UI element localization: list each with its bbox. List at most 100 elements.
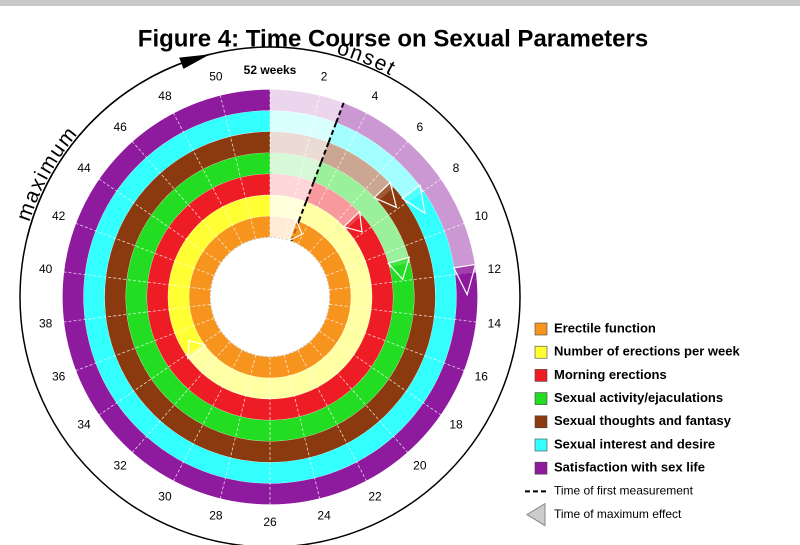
tick-label: 26: [263, 515, 277, 529]
maximum-arrow-arc: [26, 53, 211, 238]
ring-onset-phase: [313, 161, 411, 268]
legend-label: Sexual activity/ejaculations: [554, 390, 723, 405]
tick-label: 52 weeks: [244, 63, 297, 77]
maximum-label: maximum: [12, 121, 83, 224]
tick-line: [277, 95, 321, 264]
tick-label: 20: [413, 458, 427, 472]
tick-label: 36: [52, 369, 66, 383]
legend-swatch: [534, 392, 548, 405]
maximum-effect-arrow: [288, 218, 303, 242]
legend-label: Time of maximum effect: [554, 507, 682, 521]
tick-line: [173, 327, 255, 482]
legend-swatch: [534, 438, 548, 452]
legend-label: Sexual thoughts and fantasy: [554, 413, 732, 428]
tick-line: [285, 327, 367, 482]
maximum-effect-arrow: [186, 339, 207, 360]
dial: 52 weeks 24681012141618202224262830323436…: [12, 36, 521, 545]
outer-circle: [19, 46, 521, 545]
top-bar: [0, 0, 800, 6]
tick-label: 24: [317, 509, 331, 523]
legend-label: Sexual interest and desire: [554, 436, 715, 451]
maximum-effect-arrow: [401, 184, 426, 215]
tick-label: 10: [475, 209, 489, 223]
tick-label: 8: [453, 161, 460, 175]
tick-label: 50: [209, 70, 223, 84]
tick-line: [63, 271, 236, 294]
first-measurement-line: [305, 181, 315, 202]
tick-label: 28: [209, 509, 223, 523]
maximum-text: maximum: [12, 121, 81, 224]
legend-label: Time of first measurement: [554, 484, 694, 498]
tick-line: [219, 95, 263, 264]
first-measurement-line: [320, 141, 330, 163]
legend: Erectile function Number of erections per…: [525, 320, 740, 527]
tick-line: [292, 322, 409, 453]
tick-line: [173, 112, 255, 267]
first-measurement-line: [297, 201, 308, 222]
legend-label: Number of erections per week: [554, 344, 740, 359]
tick-label: 34: [77, 418, 91, 432]
legend-label: Satisfaction with sex life: [554, 460, 705, 475]
tick-label: 22: [368, 489, 382, 503]
tick-label: 6: [417, 120, 424, 134]
ring-pre-onset: [270, 110, 337, 143]
legend-triangle: [526, 502, 546, 527]
maximum-arrow-head: [179, 54, 211, 69]
tick-line: [285, 112, 367, 267]
tick-line: [75, 222, 238, 285]
ring-onset-phase: [336, 102, 477, 275]
legend-swatch: [534, 322, 548, 336]
tick-line: [219, 330, 263, 499]
first-measurement-line: [312, 161, 323, 183]
chart-title: Figure 4: Time Course on Sexual Paramete…: [138, 25, 648, 52]
tick-line: [298, 316, 442, 416]
tick-line: [304, 271, 477, 294]
tick-label: 40: [39, 262, 53, 276]
tick-label: 38: [39, 316, 53, 330]
tick-line: [131, 141, 248, 272]
ring-pre-onset: [270, 173, 314, 202]
ring-onset-phase: [328, 122, 424, 203]
ring-pre-onset: [270, 152, 322, 182]
ring-onset-phase: [306, 181, 363, 230]
tick-line: [302, 309, 465, 372]
legend-label: Morning erections: [554, 367, 667, 382]
legend-label: Erectile function: [554, 320, 656, 335]
tick-line: [98, 316, 242, 416]
maximum-effect-arrow: [452, 263, 477, 297]
maximum-effect-arrow: [387, 256, 411, 281]
tick-line: [63, 300, 236, 323]
tick-label: 42: [52, 209, 66, 223]
tick-line: [98, 178, 242, 278]
ring-onset-phase: [321, 142, 394, 202]
tick-line: [292, 141, 409, 272]
legend-swatch: [534, 461, 548, 475]
tick-line: [302, 222, 465, 285]
tick-label: 48: [158, 89, 172, 103]
tick-label: 16: [475, 369, 489, 383]
tick-label: 4: [372, 89, 379, 103]
ring-pre-onset: [270, 89, 344, 123]
tick-line: [298, 178, 442, 278]
tick-label: 46: [113, 120, 127, 134]
tick-label: 32: [113, 458, 127, 472]
legend-swatch: [534, 415, 548, 429]
maximum-effect-arrow: [373, 181, 398, 209]
tick-line: [131, 322, 248, 453]
inner-hole: [210, 237, 330, 357]
tick-line: [75, 309, 238, 372]
maximum-effect-arrow: [342, 210, 363, 233]
tick-label: 30: [158, 489, 172, 503]
tick-label: 44: [77, 161, 91, 175]
legend-swatch: [534, 345, 548, 359]
ring-pre-onset: [270, 131, 329, 162]
tick-label: 2: [321, 70, 328, 84]
tick-line: [277, 330, 321, 499]
ring-maximum-phase: [167, 194, 270, 356]
tick-label: 18: [449, 418, 463, 432]
first-measurement-line: [335, 102, 345, 123]
tick-label: 14: [488, 316, 502, 330]
tick-label: 12: [488, 262, 502, 276]
tick-line: [304, 300, 477, 323]
